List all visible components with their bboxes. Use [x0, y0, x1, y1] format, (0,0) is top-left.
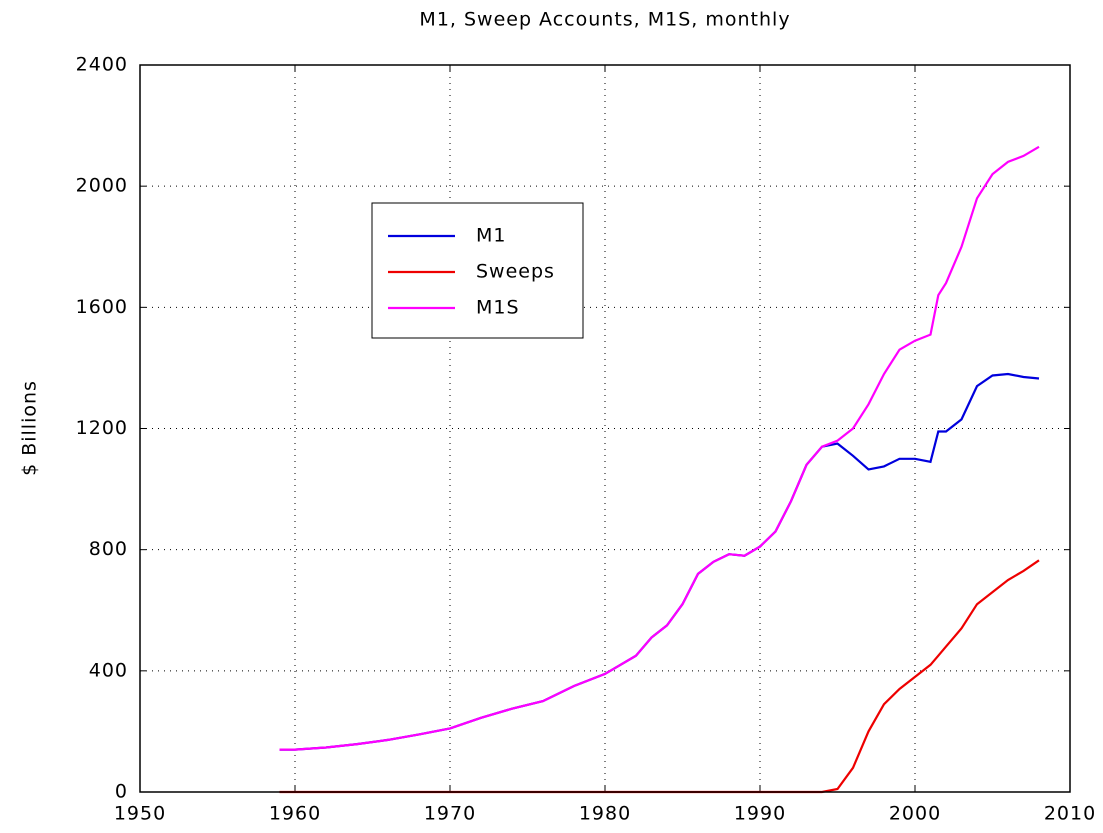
x-tick-label: 1980: [579, 803, 631, 825]
legend-box: [371, 202, 584, 339]
y-axis-label: $ Billions: [19, 380, 41, 476]
x-tick-label: 1970: [424, 803, 476, 825]
series-line: [279, 559, 1040, 794]
y-tick-label: 2000: [76, 175, 128, 197]
x-tick-label: 1950: [114, 803, 166, 825]
series-line: [279, 145, 1040, 751]
series-line: [279, 372, 1040, 751]
plot-frame: [139, 64, 1071, 793]
x-tick-label: 1960: [269, 803, 321, 825]
legend-label: M1S: [476, 297, 520, 319]
legend: M1 Sweeps M1S: [388, 225, 555, 319]
y-tick-label: 1200: [76, 417, 128, 439]
legend-label: M1: [476, 225, 506, 247]
y-tick-label: 400: [89, 659, 128, 681]
y-tick-label: 800: [89, 538, 128, 560]
x-tick-label: 1990: [734, 803, 786, 825]
legend-label: Sweeps: [476, 261, 555, 283]
x-tick-label: 2000: [889, 803, 941, 825]
y-tick-label: 0: [115, 781, 128, 803]
chart-title: M1, Sweep Accounts, M1S, monthly: [419, 9, 790, 31]
y-tick-label: 1600: [76, 296, 128, 318]
x-tick-label: 2010: [1044, 803, 1096, 825]
grid: [139, 64, 1071, 793]
y-tick-label: 2400: [76, 54, 128, 76]
